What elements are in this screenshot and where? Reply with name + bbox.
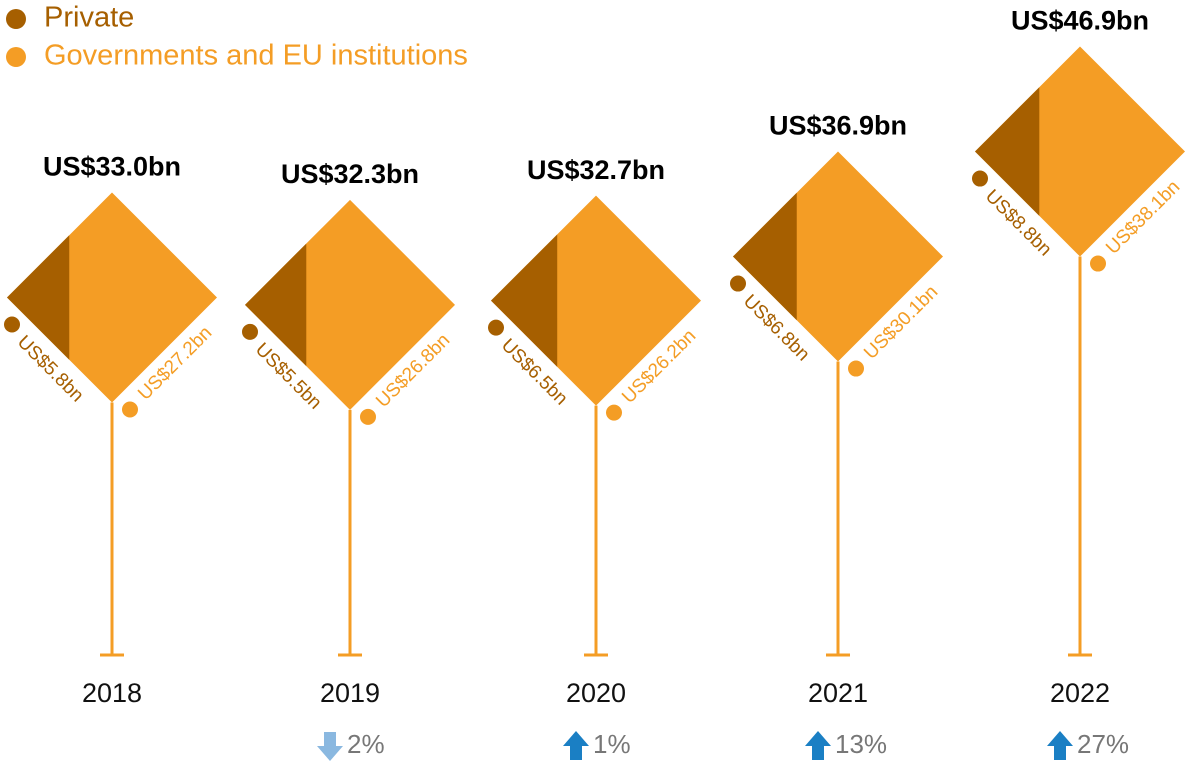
total-label: US$46.9bn xyxy=(1011,6,1149,36)
legend-dot xyxy=(6,9,26,29)
legend-label: Governments and EU institutions xyxy=(44,40,468,72)
private-area xyxy=(491,234,558,367)
change-label: 27% xyxy=(1077,729,1129,759)
private-area xyxy=(7,235,70,360)
private-dot xyxy=(488,319,504,336)
private-dot xyxy=(4,316,20,333)
change-label: 1% xyxy=(593,729,631,759)
change-label: 13% xyxy=(835,729,887,759)
government-dot xyxy=(360,408,376,425)
private-area xyxy=(975,87,1040,216)
total-label: US$33.0bn xyxy=(43,152,181,182)
total-label: US$36.9bn xyxy=(769,111,907,141)
change-arrow xyxy=(1047,731,1073,760)
total-label: US$32.7bn xyxy=(527,155,665,185)
change-arrow xyxy=(317,732,343,761)
legend-dot xyxy=(6,47,26,67)
government-dot xyxy=(848,360,864,377)
private-dot xyxy=(730,275,746,292)
change-arrow xyxy=(805,731,831,760)
private-dot xyxy=(972,170,988,187)
year-label: 2022 xyxy=(1050,678,1110,708)
government-dot xyxy=(122,401,138,418)
government-dot xyxy=(606,404,622,421)
private-area xyxy=(733,192,797,321)
change-label: 2% xyxy=(347,729,385,759)
government-area xyxy=(491,195,701,406)
year-label: 2019 xyxy=(320,678,380,708)
year-label: 2020 xyxy=(566,678,626,708)
year-label: 2021 xyxy=(808,678,868,708)
private-area xyxy=(245,243,307,367)
government-area xyxy=(7,192,217,403)
change-arrow xyxy=(563,731,589,760)
total-label: US$32.3bn xyxy=(281,159,419,189)
government-dot xyxy=(1090,255,1106,272)
year-label: 2018 xyxy=(82,678,142,708)
legend-label: Private xyxy=(44,2,134,34)
private-dot xyxy=(242,323,258,340)
